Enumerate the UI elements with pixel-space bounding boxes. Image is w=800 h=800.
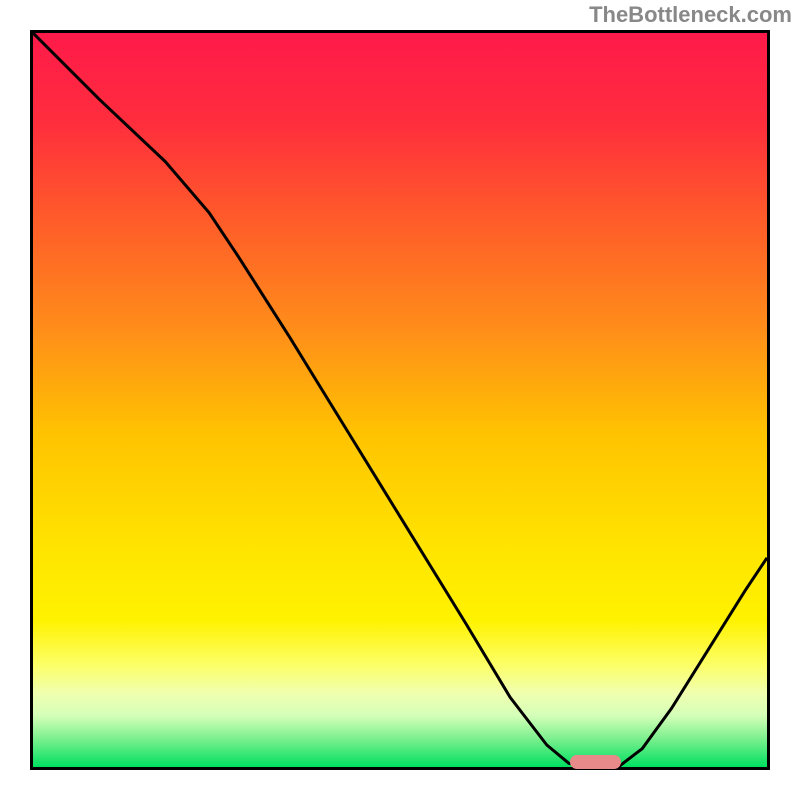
optimal-marker (570, 755, 622, 768)
bottleneck-curve (33, 33, 767, 767)
watermark-text: TheBottleneck.com (589, 2, 792, 28)
chart-container: TheBottleneck.com (0, 0, 800, 800)
chart-plot-area (30, 30, 770, 770)
